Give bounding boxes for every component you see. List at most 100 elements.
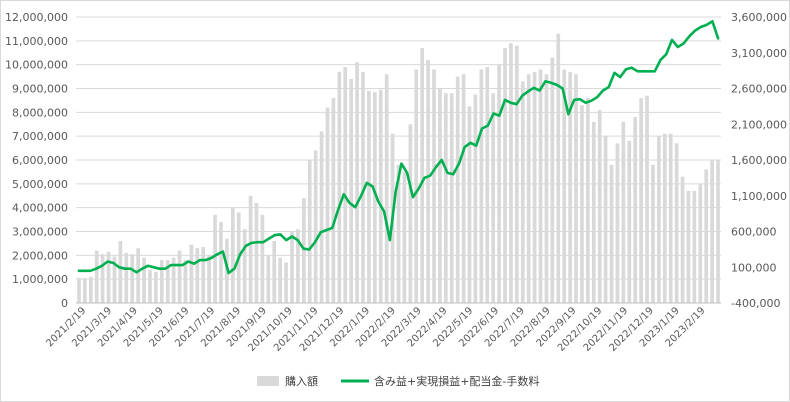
bar: [83, 277, 87, 303]
y-right-tick-label: 3,600,000: [731, 11, 787, 24]
bar: [325, 107, 330, 303]
y-left-tick-label: 3,000,000: [12, 226, 68, 239]
series-line: [77, 19, 720, 275]
bar: [485, 67, 490, 303]
bar: [591, 121, 596, 303]
bar: [408, 124, 413, 303]
bar: [532, 71, 537, 303]
bar: [367, 90, 371, 303]
y-right-tick-label: 600,000: [731, 226, 777, 239]
y-left-tick-label: 4,000,000: [12, 202, 68, 215]
y-left-tick-label: 2,000,000: [12, 249, 68, 262]
bar: [213, 214, 217, 303]
bar: [574, 74, 578, 303]
bar: [586, 98, 590, 304]
bar: [142, 257, 146, 303]
y-left-tick-label: 10,000,000: [5, 59, 68, 72]
bar: [444, 93, 448, 304]
bar: [438, 88, 442, 303]
bar: [609, 164, 614, 303]
bar: [219, 221, 223, 303]
bar: [148, 269, 152, 303]
bar: [201, 246, 206, 303]
bar: [491, 93, 496, 304]
bar: [455, 76, 460, 303]
y-left-tick-label: 7,000,000: [12, 130, 68, 143]
bar: [716, 160, 720, 303]
y-right-tick-label: 3,100,000: [731, 47, 787, 60]
bar: [420, 47, 425, 303]
bar: [254, 202, 259, 303]
bar: [378, 89, 383, 303]
bar: [550, 57, 555, 304]
bar: [372, 92, 377, 303]
bar: [627, 140, 632, 303]
bar: [130, 254, 135, 303]
bar: [645, 95, 649, 304]
bar: [118, 241, 123, 303]
legend-line-label: 含み益+実現損益+配当金-手数料: [374, 374, 539, 388]
bar: [615, 143, 620, 303]
bar: [426, 59, 430, 304]
bar: [414, 69, 419, 303]
bar: [686, 190, 691, 303]
bar: [355, 62, 359, 304]
bar: [538, 69, 543, 303]
y-right-tick-label: 1,100,000: [731, 190, 787, 203]
y-right-tick-label: 100,000: [731, 261, 777, 274]
bar: [165, 260, 170, 303]
bar: [88, 276, 93, 303]
bar: [100, 254, 105, 303]
bar: [349, 78, 353, 303]
y-left-tick-label: 5,000,000: [12, 178, 68, 191]
bar: [668, 133, 673, 303]
bar: [361, 71, 365, 303]
legend-bar-label: 購入額: [285, 374, 318, 388]
bar: [319, 131, 324, 303]
bar: [556, 33, 561, 303]
bar: [331, 98, 336, 304]
bar: [633, 117, 638, 303]
bar: [290, 231, 294, 303]
bar: [479, 69, 484, 303]
y-left-tick-label: 1,000,000: [12, 273, 68, 286]
bar: [651, 164, 655, 303]
y-left-tick-label: 12,000,000: [5, 11, 68, 24]
bar: [230, 207, 235, 303]
bar: [674, 143, 679, 303]
bar: [296, 229, 300, 303]
bar: [597, 109, 602, 303]
bar: [177, 250, 182, 303]
y-right-tick-label: 2,600,000: [731, 83, 787, 96]
bar: [461, 74, 466, 303]
bar: [580, 105, 584, 303]
bar: [307, 160, 312, 303]
bar: [449, 93, 454, 304]
bar: [266, 255, 271, 303]
bar: [384, 74, 389, 303]
bar: [337, 71, 342, 303]
y-right-tick-label: -400,000: [731, 297, 780, 310]
bar: [195, 248, 200, 303]
bar: [473, 94, 478, 303]
bar: [562, 69, 567, 303]
bar: [698, 183, 703, 303]
bar: [710, 160, 714, 303]
bar: [112, 256, 117, 303]
bar: [680, 176, 685, 303]
y-left-tick-label: 8,000,000: [12, 106, 68, 119]
bar: [136, 248, 140, 303]
bar: [207, 255, 211, 303]
bar: [544, 74, 549, 303]
bar: [520, 81, 525, 303]
bar: [662, 133, 667, 303]
bar: [242, 229, 247, 303]
bar: [503, 47, 507, 303]
bar: [402, 171, 407, 303]
bar: [657, 136, 661, 303]
y-left-tick-label: 9,000,000: [12, 83, 68, 96]
bar: [248, 195, 253, 303]
bar: [94, 250, 99, 303]
bar: [704, 169, 709, 303]
